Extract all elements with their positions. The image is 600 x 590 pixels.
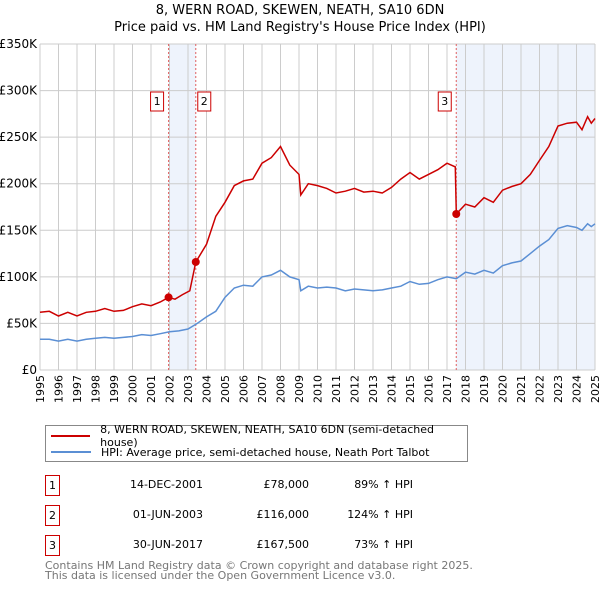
- y-tick-label: £50K: [6, 316, 38, 330]
- x-tick-label: 2019: [478, 375, 491, 403]
- sale-marker-box: 3: [45, 535, 60, 556]
- x-tick-label: 2003: [182, 375, 195, 403]
- sale-point: [191, 257, 200, 266]
- legend-swatch-blue: [51, 451, 91, 453]
- sale-marker-box: 1: [45, 475, 60, 496]
- x-tick-label: 2022: [534, 375, 547, 403]
- sale-label-box: [437, 91, 452, 112]
- x-tick-label: 2001: [145, 375, 158, 403]
- shade-region: [456, 44, 595, 370]
- hpi-line: [40, 222, 596, 342]
- shade-region: [168, 44, 196, 370]
- footer-copyright: Contains HM Land Registry data © Crown c…: [45, 559, 473, 572]
- legend-label: HPI: Average price, semi-detached house,…: [101, 445, 430, 459]
- sale-hpi: 89% ↑ HPI: [354, 478, 413, 491]
- sale-marker-box: 2: [45, 505, 60, 526]
- x-tick-label: 2013: [367, 375, 380, 403]
- legend-item-hpi: HPI: Average price, semi-detached house,…: [51, 444, 429, 460]
- y-tick-label: £200K: [0, 177, 38, 191]
- x-tick-label: 2002: [164, 375, 177, 403]
- x-tick-label: 2021: [515, 375, 528, 403]
- footer-licence: This data is licensed under the Open Gov…: [45, 569, 396, 582]
- y-tick-label: £350K: [0, 37, 38, 51]
- sale-label-box: [197, 91, 212, 112]
- x-tick-label: 2014: [386, 375, 399, 403]
- x-tick-label: 2011: [330, 375, 343, 403]
- y-tick-label: £0: [22, 363, 37, 377]
- chart-title: 8, WERN ROAD, SKEWEN, NEATH, SA10 6DN: [155, 3, 445, 18]
- x-tick-label: 1998: [90, 375, 103, 403]
- x-tick-label: 1996: [53, 375, 66, 403]
- sale-point: [164, 293, 173, 302]
- y-tick-label: £300K: [0, 84, 38, 98]
- sale-point: [452, 209, 461, 218]
- sale-price: £167,500: [256, 538, 310, 551]
- x-tick-label: 1999: [108, 375, 121, 403]
- x-tick-label: 2000: [127, 375, 140, 403]
- x-tick-label: 2006: [238, 375, 251, 403]
- x-tick-label: 2017: [441, 375, 454, 403]
- x-tick-label: 2015: [404, 375, 417, 403]
- sale-hpi: 73% ↑ HPI: [354, 538, 413, 551]
- x-tick-label: 2010: [312, 375, 325, 403]
- x-tick-label: 2008: [275, 375, 288, 403]
- chart-subtitle: Price paid vs. HM Land Registry's House …: [114, 20, 486, 35]
- property-price-line: [39, 115, 596, 317]
- legend-swatch-red: [51, 435, 91, 437]
- sale-hpi: 124% ↑ HPI: [347, 508, 413, 521]
- x-tick-label: 2023: [552, 375, 565, 403]
- x-tick-label: 2025: [589, 375, 600, 403]
- sale-date: 01-JUN-2003: [132, 508, 203, 521]
- sale-label: 1: [154, 95, 161, 108]
- plot-area: 1995 1996 1997 1998 1999 2000 2001 2002 2003 2004…: [0, 37, 600, 403]
- sale-price: £116,000: [256, 508, 310, 521]
- sale-row: 3 30-JUN-2017 £167,500 73% ↑ HPI: [45, 535, 445, 556]
- x-tick-label: 2020: [497, 375, 510, 403]
- x-tick-label: 1995: [34, 375, 47, 403]
- legend: 8, WERN ROAD, SKEWEN, NEATH, SA10 6DN (s…: [45, 423, 468, 462]
- x-tick-label: 2018: [460, 375, 473, 403]
- x-tick-label: 2016: [423, 375, 436, 403]
- legend-label: 8, WERN ROAD, SKEWEN, NEATH, SA10 6DN (s…: [100, 423, 434, 449]
- x-tick-label: 1997: [71, 375, 84, 403]
- sale-label-box: [150, 91, 165, 112]
- x-tick-label: 2012: [349, 375, 362, 403]
- x-tick-label: 2007: [256, 375, 269, 403]
- sale-date: 30-JUN-2017: [132, 538, 203, 551]
- y-tick-label: £250K: [0, 130, 38, 144]
- legend-item-property: 8, WERN ROAD, SKEWEN, NEATH, SA10 6DN (s…: [51, 423, 467, 449]
- sale-row: 2 01-JUN-2003 £116,000 124% ↑ HPI: [45, 505, 445, 526]
- x-tick-label: 2004: [201, 375, 214, 403]
- y-tick-label: £150K: [0, 223, 38, 237]
- sale-price: £78,000: [263, 478, 310, 491]
- x-tick-label: 2005: [219, 375, 232, 403]
- sale-label: 2: [201, 95, 208, 108]
- y-tick-label: £100K: [0, 270, 38, 284]
- x-tick-label: 2024: [571, 375, 584, 403]
- x-tick-label: 2009: [293, 375, 306, 403]
- sale-label: 3: [441, 95, 448, 108]
- sale-row: 1 14-DEC-2001 £78,000 89% ↑ HPI: [45, 475, 445, 496]
- sale-date: 14-DEC-2001: [129, 478, 203, 491]
